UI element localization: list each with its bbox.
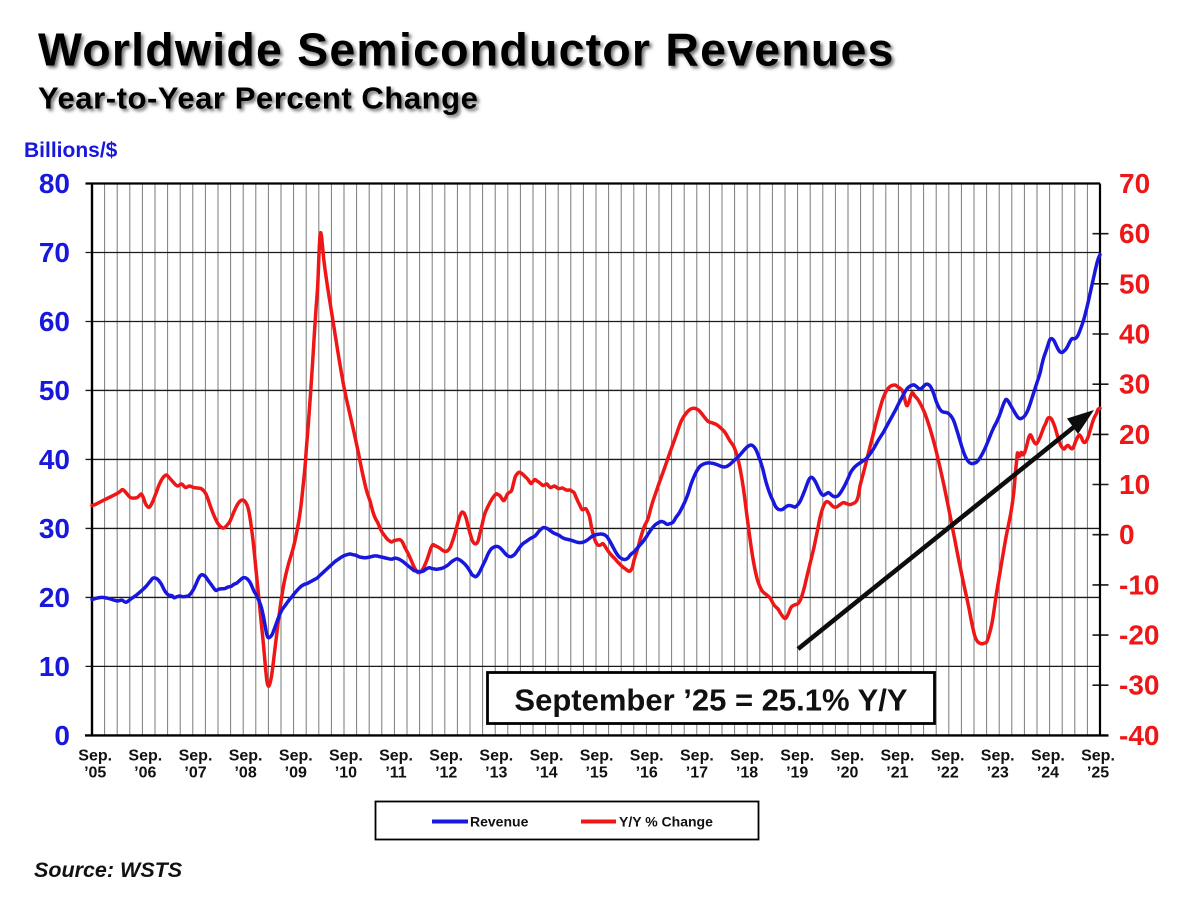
svg-text:’21: ’21: [886, 765, 908, 782]
svg-text:’24: ’24: [1037, 765, 1059, 782]
svg-text:Sep.: Sep.: [329, 748, 363, 765]
svg-text:0: 0: [54, 720, 70, 751]
svg-text:’11: ’11: [385, 765, 406, 782]
svg-text:’18: ’18: [736, 765, 758, 782]
svg-text:Source: WSTS: Source: WSTS: [34, 858, 183, 882]
svg-text:0: 0: [1119, 519, 1135, 550]
svg-text:’06: ’06: [134, 765, 156, 782]
svg-text:’08: ’08: [234, 765, 256, 782]
svg-text:-20: -20: [1119, 620, 1159, 651]
svg-text:’23: ’23: [987, 765, 1009, 782]
svg-text:10: 10: [39, 651, 70, 682]
svg-text:-40: -40: [1119, 720, 1159, 751]
svg-text:Sep.: Sep.: [229, 748, 263, 765]
svg-text:80: 80: [39, 168, 70, 199]
svg-text:’07: ’07: [184, 765, 206, 782]
svg-text:10: 10: [1119, 469, 1150, 500]
svg-text:50: 50: [39, 375, 70, 406]
svg-text:Sep.: Sep.: [981, 748, 1015, 765]
svg-text:20: 20: [39, 582, 70, 613]
svg-text:’10: ’10: [335, 765, 357, 782]
svg-text:70: 70: [39, 237, 70, 268]
svg-text:’16: ’16: [636, 765, 658, 782]
svg-text:Sep.: Sep.: [479, 748, 513, 765]
svg-text:Sep.: Sep.: [279, 748, 313, 765]
svg-text:Sep.: Sep.: [931, 748, 965, 765]
svg-text:’20: ’20: [836, 765, 858, 782]
svg-text:Sep.: Sep.: [1081, 748, 1115, 765]
svg-text:Sep.: Sep.: [680, 748, 714, 765]
svg-text:Sep.: Sep.: [1031, 748, 1065, 765]
svg-text:Sep.: Sep.: [830, 748, 864, 765]
svg-text:-10: -10: [1119, 569, 1159, 600]
svg-text:Sep.: Sep.: [630, 748, 664, 765]
svg-text:Sep.: Sep.: [881, 748, 915, 765]
svg-text:Year-to-Year Percent Change: Year-to-Year Percent Change: [38, 81, 478, 116]
svg-text:’25: ’25: [1087, 765, 1109, 782]
svg-text:’22: ’22: [936, 765, 958, 782]
svg-text:’19: ’19: [786, 765, 808, 782]
svg-text:’09: ’09: [285, 765, 307, 782]
svg-text:Sep.: Sep.: [78, 748, 112, 765]
svg-text:Billions/$: Billions/$: [24, 139, 118, 162]
svg-text:’14: ’14: [535, 765, 557, 782]
svg-text:Worldwide Semiconductor Revenu: Worldwide Semiconductor Revenues: [38, 24, 895, 76]
svg-text:Sep.: Sep.: [780, 748, 814, 765]
svg-text:30: 30: [39, 513, 70, 544]
svg-text:20: 20: [1119, 419, 1150, 450]
svg-text:Sep.: Sep.: [530, 748, 564, 765]
svg-text:Sep.: Sep.: [730, 748, 764, 765]
svg-text:’05: ’05: [84, 765, 106, 782]
svg-text:Sep.: Sep.: [379, 748, 413, 765]
svg-text:’15: ’15: [585, 765, 607, 782]
svg-text:Revenue: Revenue: [470, 814, 529, 830]
svg-text:40: 40: [39, 444, 70, 475]
svg-text:30: 30: [1119, 369, 1150, 400]
svg-text:September ’25 = 25.1% Y/Y: September ’25 = 25.1% Y/Y: [514, 683, 907, 718]
svg-text:’12: ’12: [435, 765, 457, 782]
svg-text:Sep.: Sep.: [429, 748, 463, 765]
svg-text:60: 60: [1119, 218, 1150, 249]
svg-text:60: 60: [39, 306, 70, 337]
svg-text:70: 70: [1119, 168, 1150, 199]
svg-text:’17: ’17: [686, 765, 708, 782]
svg-text:-30: -30: [1119, 670, 1159, 701]
svg-text:Sep.: Sep.: [128, 748, 162, 765]
svg-text:Sep.: Sep.: [179, 748, 213, 765]
svg-text:50: 50: [1119, 268, 1150, 299]
svg-text:40: 40: [1119, 319, 1150, 350]
svg-text:Sep.: Sep.: [580, 748, 614, 765]
svg-text:Y/Y % Change: Y/Y % Change: [619, 814, 713, 830]
svg-text:’13: ’13: [485, 765, 507, 782]
